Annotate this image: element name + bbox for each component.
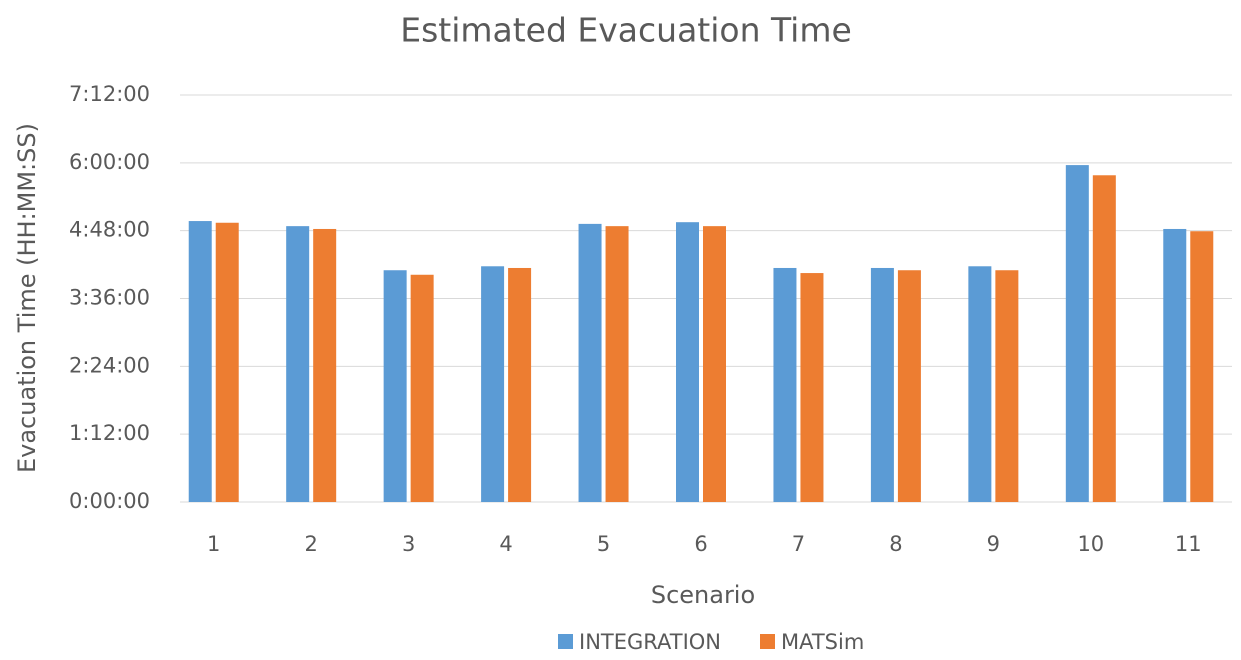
bar xyxy=(870,267,894,502)
bar xyxy=(508,267,532,502)
bar xyxy=(215,222,239,502)
bar xyxy=(286,226,310,502)
x-tick-label: 10 xyxy=(1077,532,1104,556)
bar xyxy=(897,270,921,502)
x-tick-label: 8 xyxy=(889,532,902,556)
legend-label: MATSim xyxy=(781,630,864,654)
bar xyxy=(703,226,726,502)
bar xyxy=(605,226,629,502)
y-tick-label: 4:48:00 xyxy=(69,218,150,242)
bar xyxy=(995,270,1019,502)
bar xyxy=(968,266,992,502)
x-tick-label: 9 xyxy=(987,532,1000,556)
x-tick-label: 11 xyxy=(1175,532,1202,556)
bar xyxy=(1092,175,1116,502)
bar xyxy=(313,228,337,503)
x-tick-label: 2 xyxy=(304,532,317,556)
bar xyxy=(410,274,434,502)
bar xyxy=(676,222,699,502)
x-axis-title: Scenario xyxy=(651,581,755,609)
x-tick-label: 5 xyxy=(597,532,610,556)
legend-label: INTEGRATION xyxy=(579,630,721,654)
bar xyxy=(481,266,505,502)
bar xyxy=(1163,228,1187,503)
x-tick-label: 7 xyxy=(792,532,805,556)
legend-swatch xyxy=(760,634,775,649)
x-tick-label: 3 xyxy=(402,532,415,556)
x-tick-label: 6 xyxy=(694,532,707,556)
chart-title: Estimated Evacuation Time xyxy=(400,11,852,50)
y-tick-label: 3:36:00 xyxy=(69,286,150,310)
x-tick-label: 4 xyxy=(499,532,512,556)
bar xyxy=(188,221,212,502)
bar xyxy=(383,270,407,502)
y-tick-label: 6:00:00 xyxy=(69,150,150,174)
bar xyxy=(578,223,602,502)
y-tick-label: 1:12:00 xyxy=(69,421,150,445)
y-tick-label: 7:12:00 xyxy=(69,82,150,106)
y-tick-label: 2:24:00 xyxy=(69,353,150,377)
bar xyxy=(800,273,824,502)
bar xyxy=(1190,231,1214,503)
y-axis-title: Evacuation Time (HH:MM:SS) xyxy=(13,123,41,473)
bar xyxy=(773,267,797,502)
bar xyxy=(1065,165,1089,502)
legend-swatch xyxy=(558,634,573,649)
y-tick-label: 0:00:00 xyxy=(69,489,150,513)
x-tick-label: 1 xyxy=(207,532,220,556)
